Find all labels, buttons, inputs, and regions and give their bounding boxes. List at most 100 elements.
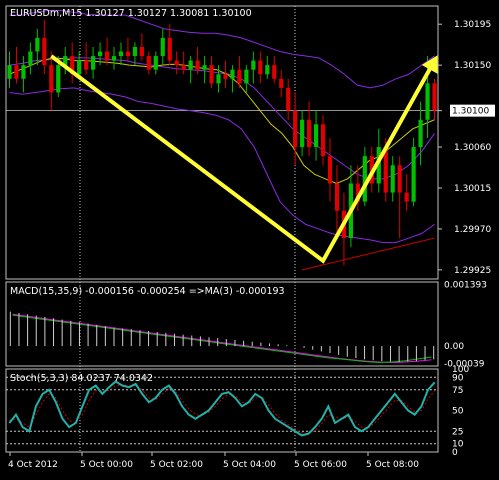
candle-bull [160,37,165,57]
candle-bull [216,74,221,84]
candle-bear [432,83,437,111]
candle-bear [84,60,89,70]
candle-bull [362,156,367,202]
overlay-layer [8,10,436,437]
candle-bear [404,192,409,202]
macd-signal-line [12,313,432,363]
candle-bull [251,60,256,70]
candle-bear [237,69,242,84]
x-tick-label: 5 Oct 06:00 [294,460,347,470]
stoch-y-tick-label: 75 [452,386,463,396]
price-y-tick-label: 1.30150 [454,61,491,71]
candle-bear [334,183,340,211]
candle-bear [195,60,200,70]
candle-bear [397,165,402,193]
candle-bull [153,56,158,70]
stoch-y-tick-label: 100 [452,365,469,375]
candle-bear [279,78,284,88]
price-chart-title: EURUSDm,M15 1.30127 1.30127 1.30081 1.30… [10,8,252,19]
price-box-label: 1.30100 [452,107,489,117]
candle-bear [327,156,333,184]
candle-bull [376,147,381,184]
x-tick-label: 4 Oct 2012 [8,460,58,470]
candle-bull [313,124,319,148]
candle-bear [209,65,214,84]
candle-bear [70,56,75,75]
stoch-signal-line [9,384,436,435]
macd-signal2-line [12,314,432,363]
x-tick-label: 5 Oct 08:00 [366,460,419,470]
candle-bear [146,56,151,70]
candle-bear [42,37,47,66]
candle-bull [111,56,117,61]
candle-bear [258,60,263,75]
candle-bull [300,119,305,148]
candle-bull [97,51,103,57]
stoch-y-tick-label: 90 [452,373,464,383]
candle-bear [383,147,388,193]
candle-bear [181,65,186,70]
macd-title: MACD(15,35,9) -0.000156 -0.000254 =>MA(3… [10,286,285,297]
candle-bull [28,51,33,66]
pane-frame-macd [5,281,439,367]
candle-bull [188,60,193,70]
candle-bull [132,46,137,57]
candle-bear [293,110,298,148]
pane-frame-price [5,5,439,280]
candle-bear [355,183,360,202]
macd-y-tick-label: 0.001393 [444,281,487,291]
candle-bull [7,65,12,79]
axes-layer: 1.30195 1.30150 1.30100 1.30060 1.30015 1.299… [8,8,495,470]
candle-bear [307,119,312,148]
candle-bull [77,60,82,75]
price-y-tick-label: 1.29970 [454,225,491,235]
stoch-main-line [8,380,436,437]
stoch-y-tick-label: 0 [452,448,458,458]
candle-bear [139,46,144,57]
bollinger-lower-line [9,87,435,244]
price-box [450,104,495,117]
candle-bull [418,119,423,148]
candle-bear [320,124,326,157]
candle-bear [104,51,110,61]
marks-layer [7,19,438,363]
x-tick-label: 5 Oct 00:00 [80,460,133,470]
frame-lines [5,5,439,453]
candle-bull [56,65,61,93]
candle-bull [202,65,207,70]
candle-bear [14,65,19,79]
x-tick-label: 5 Oct 02:00 [150,460,203,470]
x-tick-label: 5 Oct 04:00 [223,460,276,470]
candle-bear [49,65,54,93]
candle-bull [244,69,249,84]
candle-bull [91,56,96,70]
candle-bull [35,37,40,52]
candle-bull [411,147,416,202]
macd-y-tick-label: 0.00 [444,342,464,352]
bollinger-upper-line [9,10,435,89]
grid-layer [6,6,438,452]
stoch-title: Stoch(5,3,3) 84.0237 74.0342 [10,373,153,384]
candle-bear [272,65,277,79]
candle-bear [167,37,172,61]
candle-bull [425,83,430,120]
candle-bear [286,87,291,111]
candle-bull [390,165,395,193]
candle-bull [230,69,235,79]
candle-bull [63,56,68,66]
candle-bull [265,65,270,75]
ma-slow-line [302,237,435,271]
stoch-y-tick-label: 50 [452,407,464,417]
price-y-tick-label: 1.30060 [454,143,491,153]
price-y-tick-label: 1.30015 [454,184,491,194]
arrow-head [421,55,438,74]
candle-bull [118,51,124,57]
price-y-tick-label: 1.29925 [454,266,491,276]
candle-bear [223,74,228,79]
candle-bull [21,65,26,79]
price-y-tick-label: 1.30195 [454,20,491,30]
macd-y-tick-label: -0.00039 [444,359,485,369]
stoch-y-tick-label: 10 [452,440,464,450]
